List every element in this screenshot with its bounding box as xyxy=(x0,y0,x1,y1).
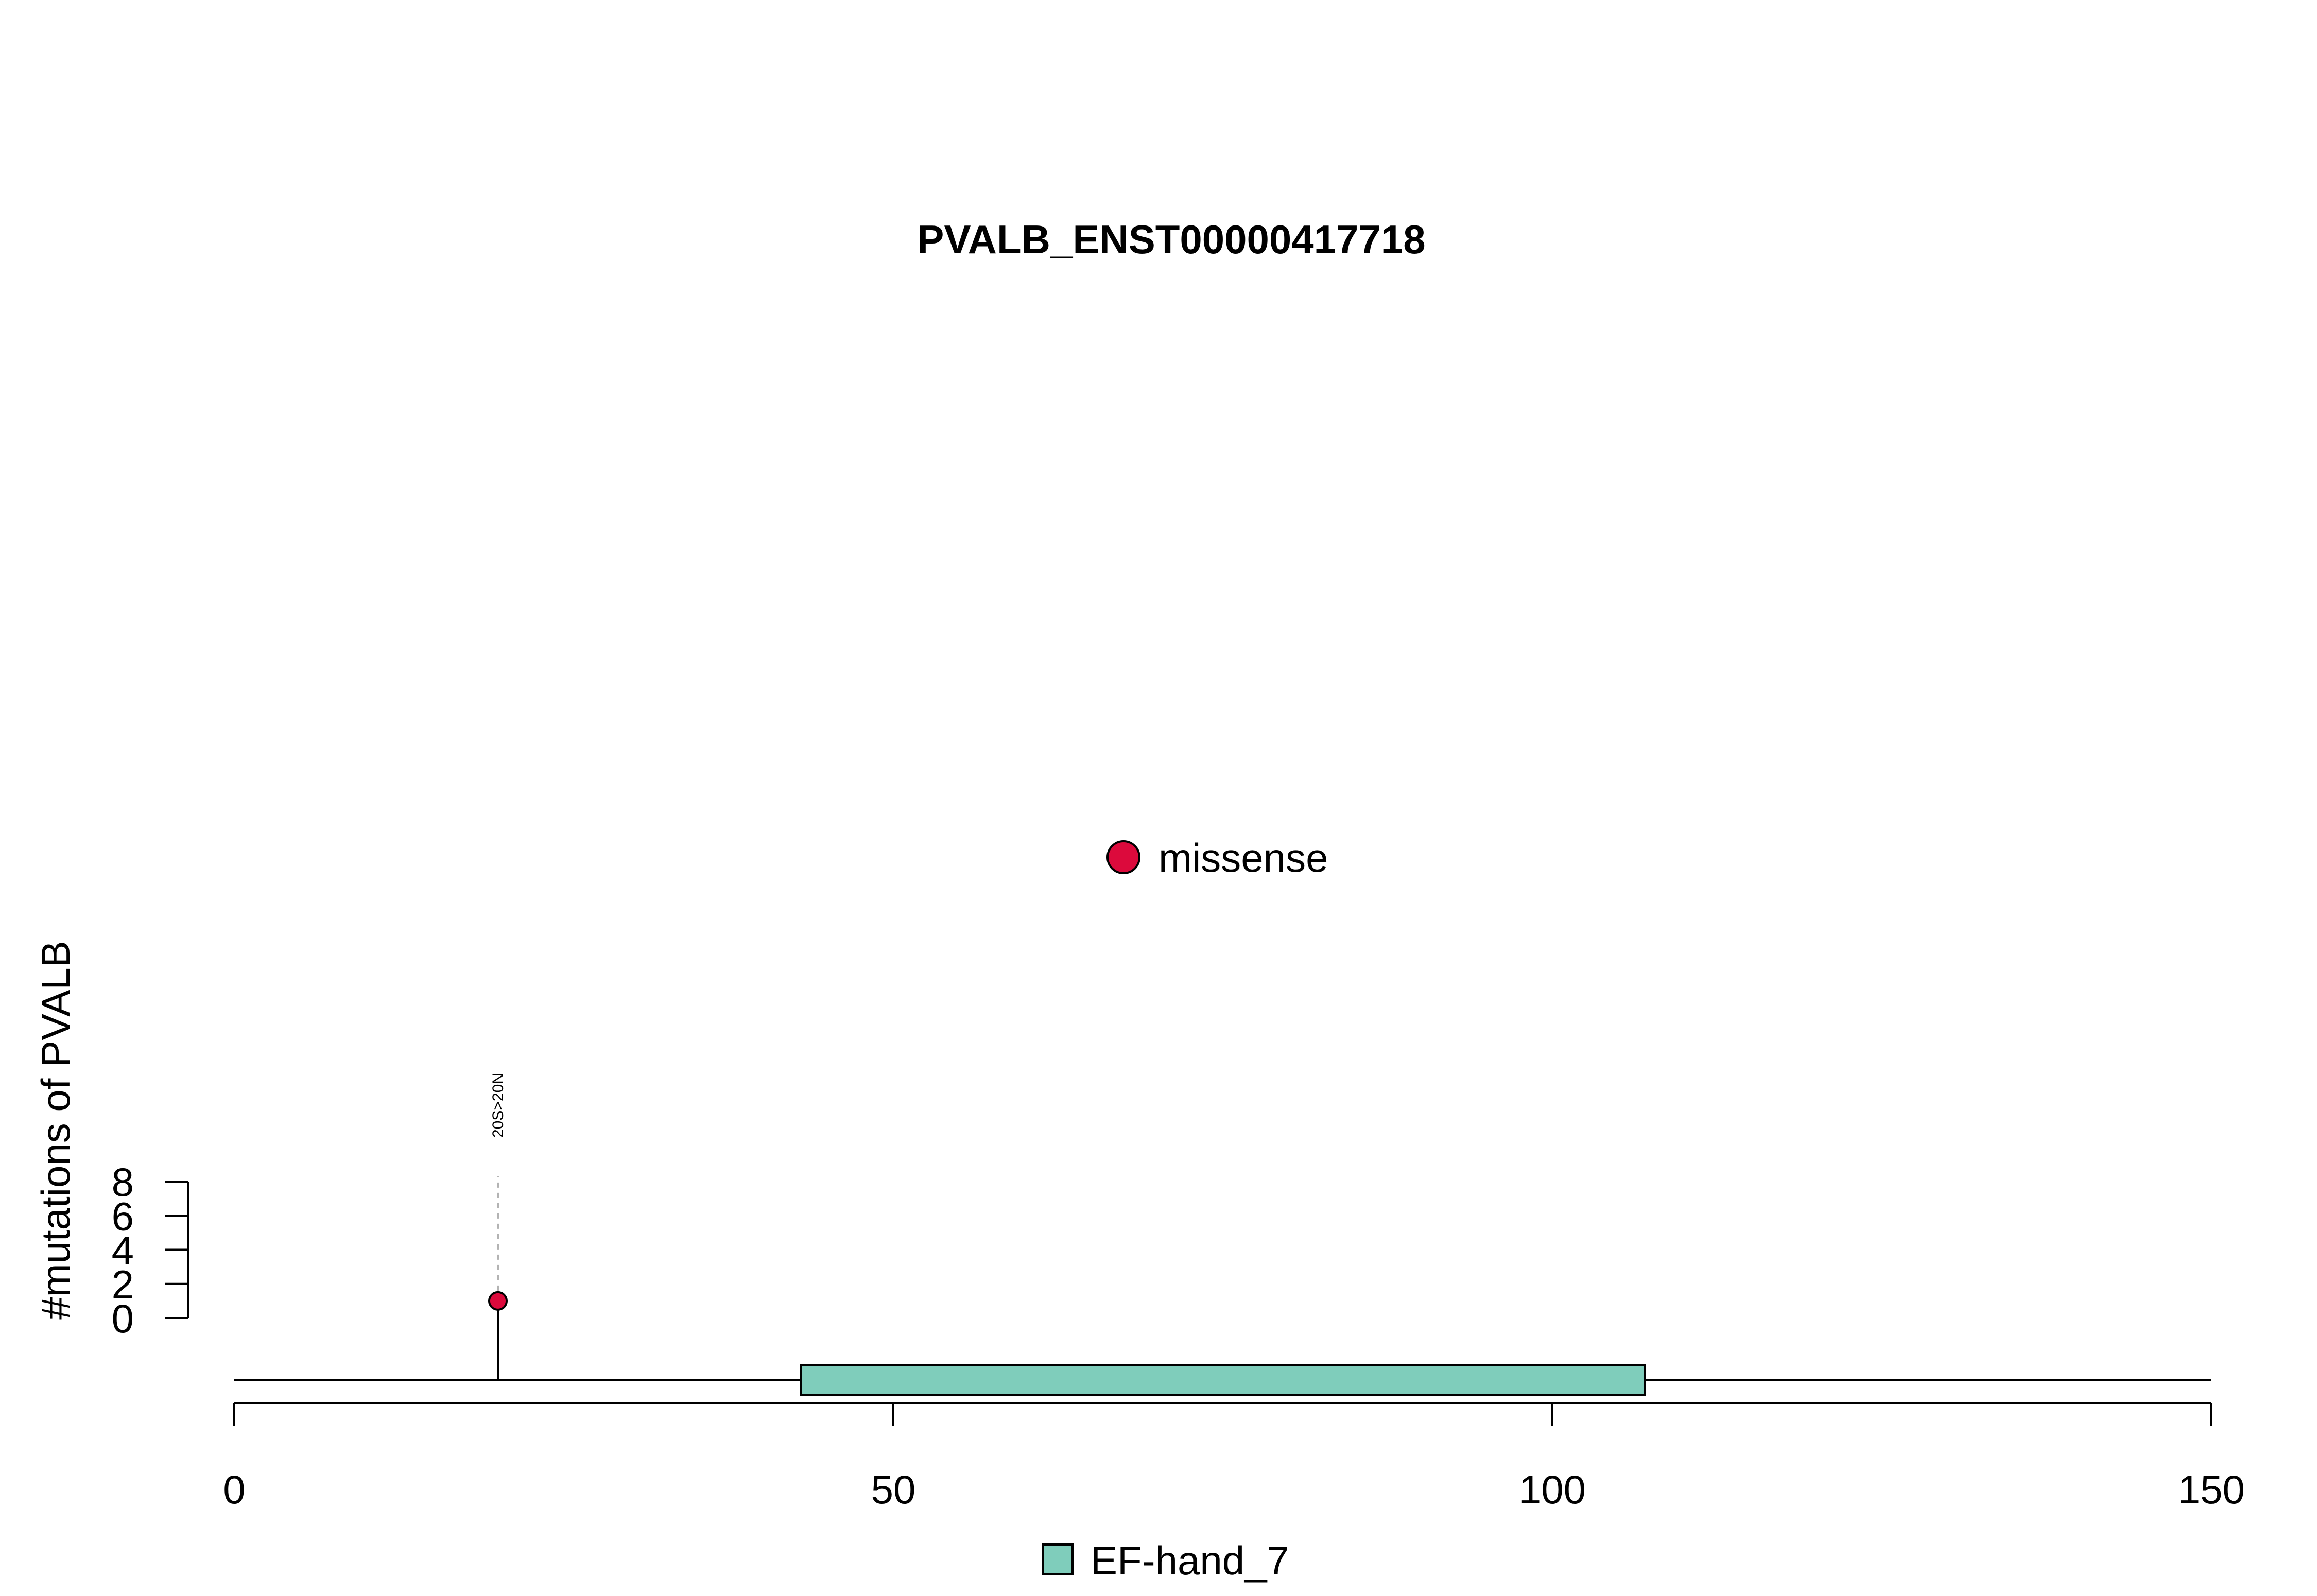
x-tick-label: 100 xyxy=(1519,1467,1586,1512)
y-axis-label: #mutations of PVALB xyxy=(33,941,78,1320)
x-tick-label: 50 xyxy=(871,1467,916,1512)
y-tick-label: 6 xyxy=(112,1193,134,1239)
legend-missense-marker xyxy=(1106,840,1140,874)
x-axis: 0 50 100 150 xyxy=(223,1402,2245,1512)
legend-domain-label: EF-hand_7 xyxy=(1091,1538,1289,1583)
lollipop-layer: 20S>20N xyxy=(488,1073,508,1380)
y-tick-label: 4 xyxy=(112,1228,134,1273)
lollipop-head xyxy=(488,1291,508,1311)
y-tick-label: 2 xyxy=(112,1262,134,1307)
y-tick-label: 8 xyxy=(112,1159,134,1205)
domain-layer xyxy=(800,1364,1646,1396)
mutation-legend: missense xyxy=(1106,835,1328,880)
domain-ef-hand-7 xyxy=(800,1364,1646,1396)
x-tick-label: 0 xyxy=(223,1467,245,1512)
x-tick-label: 150 xyxy=(2178,1467,2245,1512)
y-tick-label: 0 xyxy=(112,1296,134,1341)
domain-legend: EF-hand_7 xyxy=(1042,1538,1289,1583)
chart-title: PVALB_ENST00000417718 xyxy=(917,217,1425,262)
legend-domain-swatch xyxy=(1042,1543,1074,1575)
legend-missense-label: missense xyxy=(1158,835,1328,880)
mutation-label: 20S>20N xyxy=(490,1073,507,1138)
